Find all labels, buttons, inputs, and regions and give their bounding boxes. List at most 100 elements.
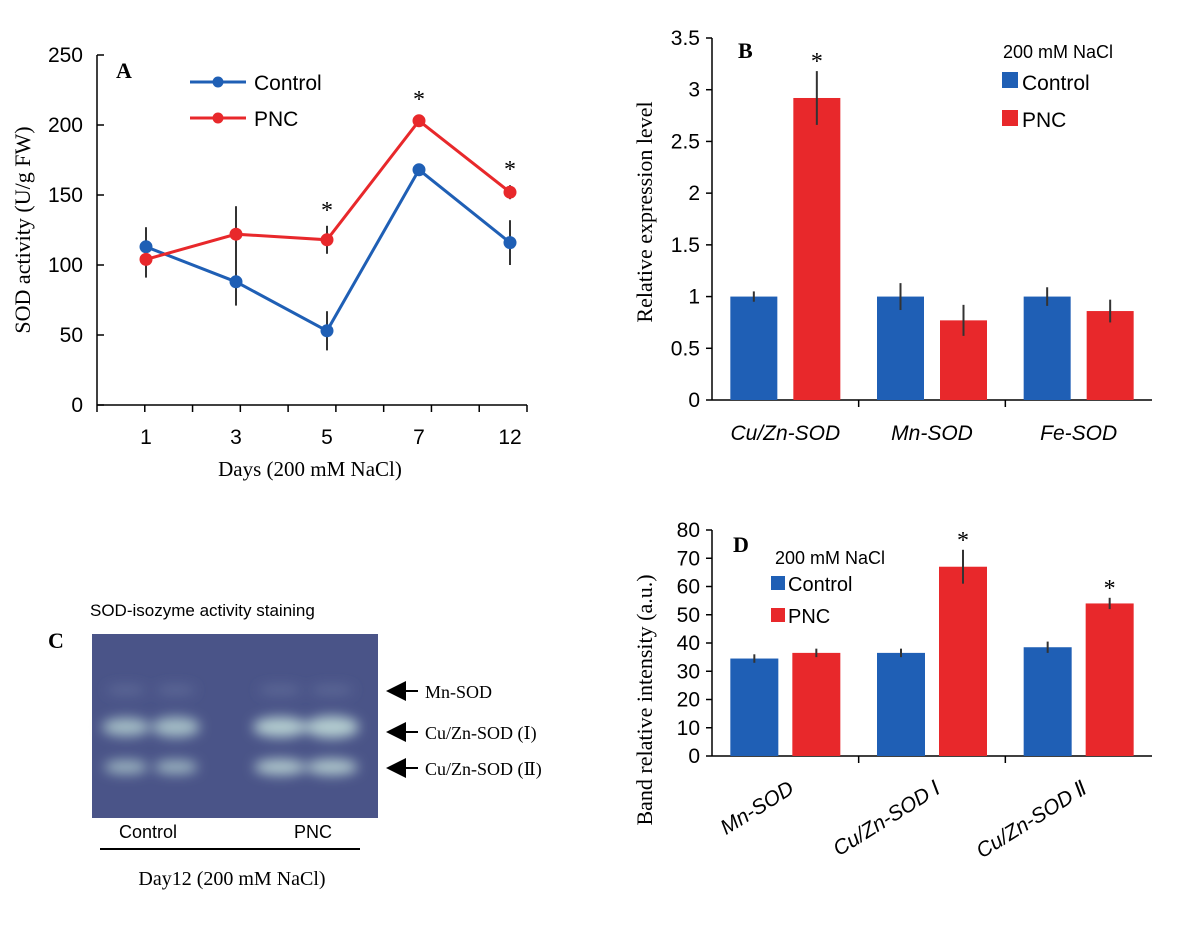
panel-b-legend-pnc-swatch <box>1002 110 1018 126</box>
panel-d-legend-title: 200 mM NaCl <box>775 548 885 568</box>
panel-d-bars: ** <box>730 528 1134 763</box>
band-control1-mn <box>106 685 146 695</box>
panel-a-series <box>139 114 517 351</box>
lane-label-control: Control <box>119 822 177 842</box>
ytick-label: 1 <box>688 286 700 309</box>
panel-b-legend: 200 mM NaCl Control PNC <box>1002 42 1113 132</box>
gel-title: SOD-isozyme activity staining <box>90 601 315 620</box>
bar-pnc <box>792 652 841 756</box>
ytick-label: 20 <box>677 689 700 712</box>
a-xtick-label: 3 <box>230 426 242 449</box>
a-ytick-label: 200 <box>48 114 83 137</box>
significance-star: * <box>321 198 333 224</box>
ytick-label: 60 <box>677 576 700 599</box>
panel-a-x-label: Days (200 mM NaCl) <box>218 457 402 481</box>
band-pnc2-cuzn1 <box>305 716 359 738</box>
panel-a-y-label: SOD activity (U/g FW) <box>10 126 35 333</box>
panel-c-letter: C <box>48 628 64 653</box>
category-label: Cu/Zn-SOD Ⅰ <box>829 777 944 861</box>
panel-a-significance: * * * <box>321 87 516 224</box>
band-pnc1-cuzn1 <box>253 717 307 737</box>
a-xtick-label: 5 <box>321 426 333 449</box>
a-xtick-label: 1 <box>140 426 152 449</box>
legend-pnc-label: PNC <box>254 108 298 131</box>
data-point-control <box>320 324 334 338</box>
panel-d-legend-pnc-label: PNC <box>788 606 830 628</box>
panel-b-bars: * <box>730 49 1134 407</box>
band-control2-cuzn2 <box>154 760 198 774</box>
ytick-label: 10 <box>677 717 700 740</box>
ytick-label: 70 <box>677 547 700 570</box>
ytick-label: 50 <box>677 604 700 627</box>
ytick-label: 40 <box>677 632 700 655</box>
panel-d-legend-control-label: Control <box>788 574 852 596</box>
category-label: Cu/Zn-SOD Ⅱ <box>972 777 1091 863</box>
band-pnc1-cuzn2 <box>254 759 306 775</box>
ytick-label: 80 <box>677 519 700 542</box>
band-label-cuzn-sod-2: Cu/Zn-SOD (Ⅱ) <box>425 759 542 780</box>
data-point-control <box>139 240 153 254</box>
ytick-label: 2 <box>688 182 700 205</box>
panel-b-legend-control-label: Control <box>1022 72 1090 95</box>
data-point-pnc <box>139 252 153 266</box>
panel-b-legend-pnc-label: PNC <box>1022 109 1066 132</box>
panel-c: C SOD-isozyme activity staining Mn-SOD C… <box>48 601 542 890</box>
ytick-label: 3 <box>688 79 700 102</box>
bar-pnc <box>1085 603 1134 756</box>
data-point-control <box>229 275 243 289</box>
ytick-label: 1.5 <box>671 234 700 257</box>
panel-b-legend-control-swatch <box>1002 72 1018 88</box>
a-ytick-label: 0 <box>71 394 83 417</box>
significance-star: * <box>413 87 425 113</box>
panel-d-legend-control-swatch <box>771 576 785 590</box>
a-xtick-label: 12 <box>498 426 521 449</box>
bar-pnc <box>939 566 987 756</box>
band-pnc2-mn <box>310 685 354 695</box>
panel-b-x-labels: Cu/Zn-SOD Mn-SOD Fe-SOD <box>730 422 1117 445</box>
panel-a-letter: A <box>116 58 132 83</box>
ytick-label: 0 <box>688 745 700 768</box>
bar-pnc <box>793 97 841 400</box>
panel-a-y-ticks: 0 50 100 150 200 250 <box>48 44 104 417</box>
panel-d-letter: D <box>733 532 749 557</box>
bar-control <box>877 296 924 400</box>
band-label-mn-sod: Mn-SOD <box>425 682 492 702</box>
band-control1-cuzn2 <box>104 760 148 774</box>
gel-bands <box>102 685 359 775</box>
category-label: Mn-SOD <box>891 422 973 445</box>
legend-control-marker <box>212 76 224 88</box>
a-ytick-label: 50 <box>60 324 83 347</box>
significance-star: * <box>1104 576 1116 602</box>
ytick-label: 30 <box>677 660 700 683</box>
panel-b-letter: B <box>738 38 753 63</box>
panel-a-x-ticks: 1 3 5 7 12 <box>96 405 528 449</box>
bar-control <box>1023 647 1072 756</box>
data-point-pnc <box>503 185 517 199</box>
data-point-pnc <box>412 114 426 128</box>
ytick-label: 0 <box>688 389 700 412</box>
significance-star: * <box>811 49 823 75</box>
data-point-pnc <box>320 233 334 247</box>
panel-d-x-labels: Mn-SOD Cu/Zn-SOD Ⅰ Cu/Zn-SOD Ⅱ <box>717 777 1092 863</box>
category-label: Cu/Zn-SOD <box>730 422 840 445</box>
a-xtick-label: 7 <box>413 426 425 449</box>
ytick-label: 3.5 <box>671 27 700 50</box>
panel-d-y-label: Band relative intensity (a.u.) <box>632 574 657 825</box>
panel-b-y-label: Relative expression level <box>632 101 657 322</box>
category-label: Fe-SOD <box>1040 422 1117 445</box>
band-pnc1-mn <box>258 685 302 695</box>
gel-caption: Day12 (200 mM NaCl) <box>138 868 325 890</box>
ytick-label: 2.5 <box>671 130 700 153</box>
band-label-cuzn-sod-1: Cu/Zn-SOD (Ⅰ) <box>425 723 537 744</box>
band-pnc2-cuzn2 <box>306 759 358 775</box>
panel-d-legend: 200 mM NaCl Control PNC <box>771 548 885 628</box>
significance-star: * <box>957 528 969 554</box>
legend-control-label: Control <box>254 72 322 95</box>
significance-star: * <box>504 157 516 183</box>
bar-control <box>730 658 779 756</box>
a-ytick-label: 150 <box>48 184 83 207</box>
panel-b-legend-title: 200 mM NaCl <box>1003 42 1113 62</box>
category-label: Mn-SOD <box>717 777 798 840</box>
legend-pnc-marker <box>212 112 224 124</box>
